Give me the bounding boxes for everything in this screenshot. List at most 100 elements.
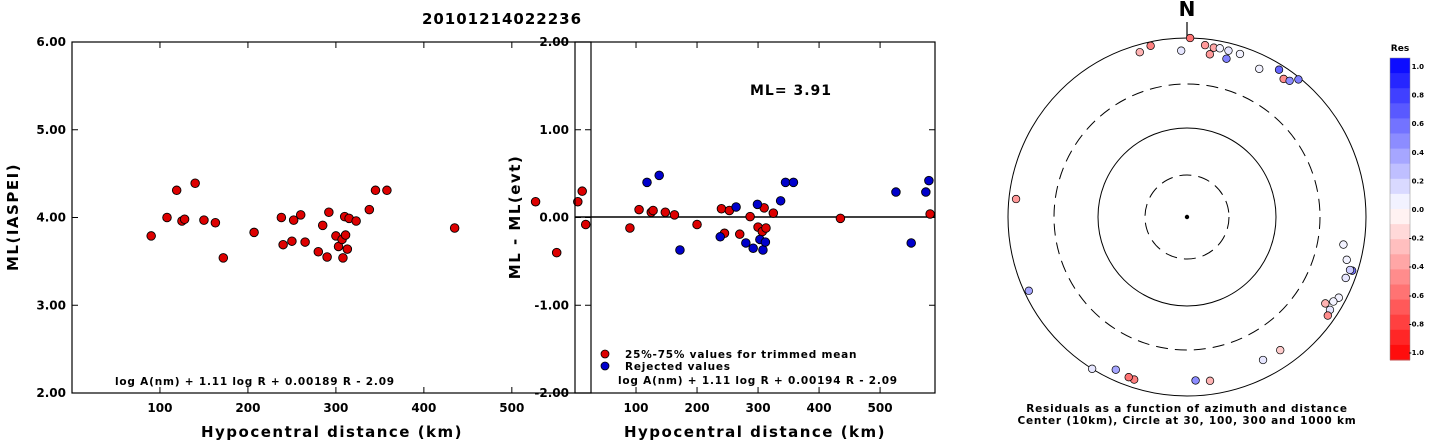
y-tick-label: 0.00 [539, 211, 569, 225]
colorbar-cell [1390, 103, 1410, 119]
y-tick-label: 1.00 [539, 123, 569, 137]
data-point [788, 177, 799, 188]
station-residual-marker [1285, 76, 1294, 86]
polar-caption-line1: Residuals as a function of azimuth and d… [1026, 403, 1348, 415]
data-point [891, 187, 901, 197]
data-point [449, 223, 460, 233]
colorbar-cell [1390, 284, 1410, 301]
data-point [317, 220, 328, 231]
data-point [324, 207, 334, 217]
polar-caption-line2: Center (10km), Circle at 30, 100, 300 an… [1017, 415, 1356, 427]
colorbar-tick-label: -0.8 [1409, 320, 1424, 328]
panel2-formula: log A(nm) + 1.11 log R + 0.00194 R - 2.0… [618, 375, 898, 387]
data-point [179, 214, 190, 225]
colorbar-cell [1390, 329, 1410, 346]
ring-100km [1097, 127, 1277, 307]
legend-marker-rejected [600, 361, 610, 371]
data-point [669, 210, 680, 220]
station-residual-marker [1345, 265, 1355, 275]
x-tick-label: 400 [411, 401, 436, 415]
station-residual-marker [1224, 46, 1233, 55]
data-point [278, 239, 288, 250]
colorbar-cell [1390, 193, 1410, 210]
station-residual-marker [1200, 41, 1210, 50]
data-point [577, 186, 587, 196]
data-point [745, 211, 755, 222]
x-tick-label: 400 [807, 401, 832, 415]
polar-residual-panel: N Residuals as a function of azimuth and… [1007, 0, 1367, 427]
data-point [731, 202, 741, 212]
data-point [218, 253, 229, 263]
data-point [573, 196, 583, 207]
data-point [295, 210, 306, 220]
data-point [580, 219, 591, 230]
data-point [768, 208, 779, 218]
data-point [924, 175, 934, 186]
colorbar-tick-label: 1.0 [1412, 63, 1425, 71]
data-point [370, 185, 381, 196]
data-point [675, 245, 685, 255]
station-residual-marker [1258, 355, 1268, 365]
colorbar-tick-label: 0.0 [1412, 206, 1425, 214]
station-residual-marker [1339, 240, 1348, 249]
y-tick-label: 2.00 [539, 35, 569, 49]
colorbar-cell [1390, 133, 1410, 150]
colorbar-tick-label: 0.4 [1412, 149, 1425, 157]
data-point [648, 205, 658, 216]
station-residual-marker [1146, 41, 1155, 50]
data-point [642, 177, 652, 188]
panel2-ylabel: ML - ML(evt) [506, 155, 524, 279]
station-residual-marker [1205, 376, 1215, 385]
colorbar-cell [1390, 178, 1410, 195]
station-residual-marker [1329, 297, 1338, 306]
station-residual-marker [1135, 48, 1144, 57]
y-tick-label: 5.00 [36, 123, 66, 137]
station-residual-marker [1185, 33, 1195, 43]
data-point [276, 212, 287, 223]
data-point [775, 196, 786, 206]
ml-vs-distance-panel: 100 200 300 400 500 2.00 3.00 4.00 5.00 6.00 log … [4, 35, 592, 441]
north-label: N [1179, 0, 1196, 21]
y-tick-label: -1.00 [534, 298, 569, 312]
station-residual-marker [1191, 376, 1200, 385]
panel1-formula: log A(nm) + 1.11 log R + 0.00189 R - 2.0… [115, 376, 395, 388]
station-residual-marker [1222, 54, 1231, 63]
data-point [734, 229, 745, 239]
y-tick-label: 3.00 [36, 298, 66, 312]
data-point [338, 253, 348, 263]
station-residual-marker [1276, 345, 1285, 355]
y-tick-label: 4.00 [36, 211, 66, 225]
figure-title: 20101214022236 [422, 10, 582, 28]
colorbar-tick-label: 0.2 [1412, 177, 1425, 185]
data-point [313, 246, 324, 257]
colorbar-frame [1389, 57, 1411, 361]
x-tick-label: 300 [323, 401, 348, 415]
data-point [748, 243, 758, 253]
colorbar-cell [1390, 118, 1410, 134]
station-residual-marker [1255, 64, 1264, 74]
legend-marker-trimmed [600, 349, 610, 359]
x-tick-label: 300 [746, 401, 771, 415]
data-point [715, 232, 725, 242]
x-tick-label: 500 [868, 401, 893, 415]
colorbar-cell [1390, 73, 1410, 89]
data-point [146, 231, 156, 241]
y-tick-label: -2.00 [534, 386, 569, 400]
station-residual-marker [1205, 50, 1215, 59]
station-residual-marker [1124, 373, 1133, 382]
colorbar-cell [1390, 254, 1410, 270]
data-point [364, 204, 375, 215]
colorbar-tick-label: -0.2 [1409, 235, 1424, 243]
colorbar-cell [1390, 314, 1410, 331]
station-residual-marker [1087, 364, 1097, 373]
x-tick-label: 200 [685, 401, 710, 415]
colorbar-cell [1390, 299, 1410, 316]
colorbar-cell [1390, 209, 1410, 225]
x-tick-label: 100 [147, 401, 172, 415]
panel1-xlabel: Hypocentral distance (km) [201, 423, 463, 441]
data-point [634, 204, 644, 215]
station-residual-marker [1294, 75, 1303, 84]
data-point [382, 185, 392, 196]
data-point [551, 247, 562, 258]
